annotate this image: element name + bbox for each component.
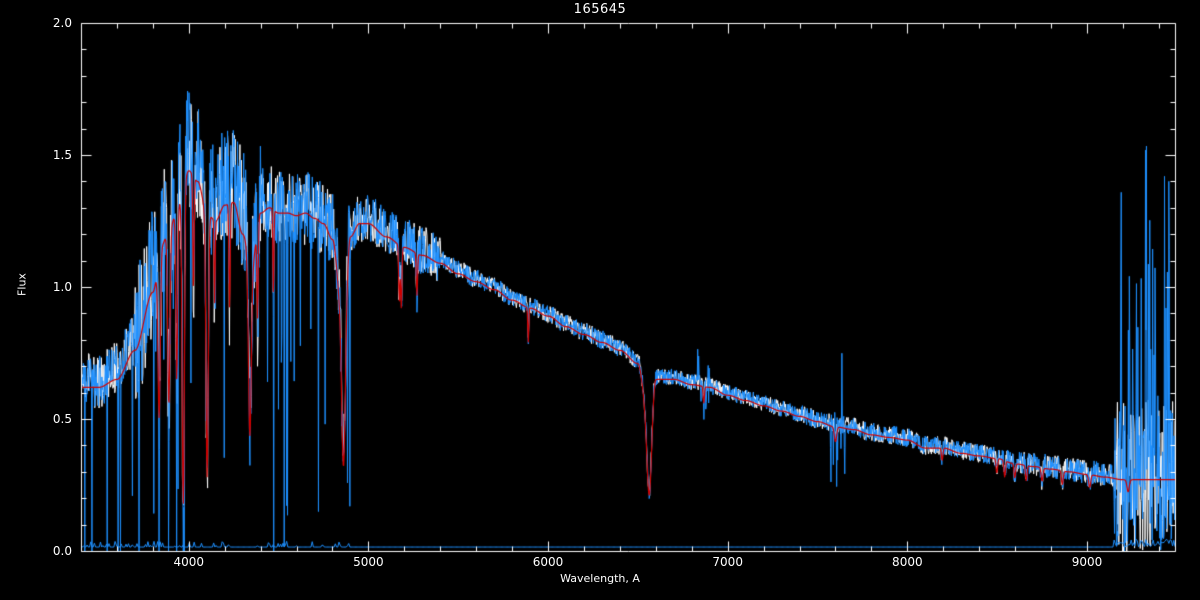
y-axis-label: Flux [15,273,29,296]
y-tick-label: 2.0 [52,16,72,30]
y-tick-label: 1.0 [52,280,72,294]
y-tick-label: 0.0 [52,544,72,558]
x-axis-label: Wavelength, A [560,572,640,585]
x-tick-label: 4000 [173,555,205,569]
x-tick-label: 7000 [712,555,743,569]
page-title: 165645 [573,2,627,17]
x-tick-label: 5000 [353,555,384,569]
y-tick-label: 0.5 [52,412,72,426]
x-tick-label: 6000 [532,555,564,569]
x-tick-label: 8000 [892,555,923,569]
x-tick-label: 9000 [1071,555,1103,569]
y-tick-label: 1.5 [52,148,72,162]
